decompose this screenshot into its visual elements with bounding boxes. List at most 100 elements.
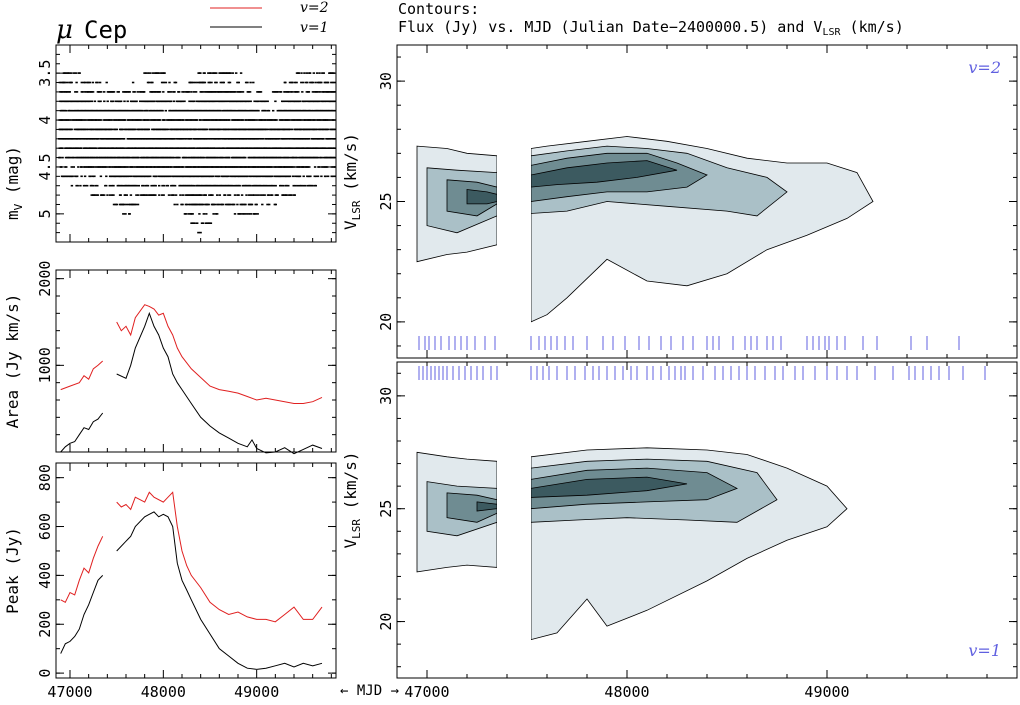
- light-curve-point: [239, 128, 242, 131]
- light-curve-point: [129, 203, 132, 206]
- light-curve-point: [258, 128, 262, 131]
- light-curve-point: [147, 81, 151, 84]
- light-curve-point: [249, 166, 253, 168]
- light-curve-point: [233, 203, 236, 206]
- light-curve-point: [206, 138, 209, 140]
- area-y-tick-label: 2000: [36, 261, 54, 297]
- light-curve-point: [85, 166, 88, 168]
- light-curve-point: [306, 166, 309, 168]
- light-curve-point: [214, 175, 217, 178]
- light-curve-point: [157, 100, 160, 103]
- light-curve-point: [133, 109, 136, 112]
- light-curve-point: [296, 184, 300, 187]
- light-curve-point: [173, 147, 177, 149]
- light-curve-point: [236, 100, 239, 103]
- light-curve-point: [245, 166, 248, 168]
- light-curve-point: [302, 81, 305, 84]
- light-curve-point: [95, 194, 98, 196]
- contour-v1-y-label: VLSR (km/s): [341, 452, 363, 549]
- light-curve-point: [299, 147, 302, 149]
- light-curve-point: [293, 81, 297, 84]
- light-curve-point: [187, 109, 191, 112]
- light-curve-point: [236, 138, 239, 140]
- light-curve-point: [191, 156, 194, 159]
- light-curve-point: [264, 100, 267, 103]
- light-curve-point: [231, 119, 235, 121]
- light-curve-point: [285, 138, 289, 140]
- light-curve-point: [98, 81, 102, 84]
- light-curve-point: [171, 128, 174, 131]
- light-curve-point: [159, 72, 163, 74]
- light-curve-point: [215, 100, 218, 103]
- light-curve-point: [208, 194, 211, 196]
- light-curve-point: [284, 100, 287, 103]
- light-curve-point: [81, 156, 85, 159]
- light-curve-point: [234, 128, 238, 131]
- light-curve-point: [260, 138, 263, 140]
- light-curve-point: [317, 100, 321, 103]
- light-curve-point: [203, 81, 207, 84]
- light-curve-point: [312, 147, 315, 149]
- light-curve-point: [266, 203, 269, 206]
- light-curve-point: [120, 175, 124, 178]
- peak-series-v2: [116, 491, 323, 623]
- light-curve-point: [115, 156, 118, 159]
- light-curve-point: [289, 91, 293, 93]
- light-curve-point: [109, 128, 113, 131]
- light-curve-point: [245, 109, 248, 112]
- light-curve-point: [248, 156, 251, 159]
- light-curve-point: [257, 100, 260, 103]
- light-curve-point: [115, 128, 119, 131]
- light-curve-point: [146, 138, 149, 140]
- light-curve-point: [64, 100, 68, 103]
- light-curve-point: [63, 175, 67, 178]
- light-curve-point: [326, 166, 329, 168]
- light-curve-point: [116, 100, 119, 103]
- light-curve-point: [275, 138, 278, 140]
- contour-v2-panel: 20 25 30 VLSR (km/s) v=2: [341, 44, 1018, 359]
- light-curve-point: [241, 109, 245, 112]
- light-curve-point: [161, 109, 164, 112]
- light-curve-point: [236, 81, 239, 84]
- light-curve-point: [298, 100, 302, 103]
- light-curve-point: [218, 194, 221, 196]
- light-curve-point: [191, 81, 195, 84]
- light-curve-point: [103, 91, 106, 93]
- light-curve-point: [73, 128, 76, 131]
- light-curve-point: [140, 119, 143, 121]
- light-curve-point: [141, 175, 144, 178]
- light-curve-point: [264, 109, 267, 112]
- light-curve-point: [236, 203, 239, 206]
- light-curve-point: [128, 147, 131, 149]
- light-curve-point: [286, 109, 289, 112]
- light-curve-point: [209, 119, 212, 121]
- light-curve-point: [163, 100, 166, 103]
- contour-v1-x-tick-label: 49000: [804, 683, 849, 701]
- light-curve-point: [139, 166, 143, 168]
- light-curve-point: [245, 100, 248, 103]
- light-curve-point: [200, 194, 203, 196]
- light-curve-point: [228, 203, 232, 206]
- light-curve-point: [264, 119, 267, 121]
- light-curve-point: [263, 166, 266, 168]
- light-curve-point: [90, 91, 93, 93]
- light-curve-point: [182, 166, 185, 168]
- area-panel: 1000 2000 Area (Jy km/s): [3, 261, 337, 455]
- light-curve-point: [231, 109, 234, 112]
- light-curve-point: [140, 128, 144, 131]
- light-curve-point: [61, 100, 64, 103]
- light-curve-point: [103, 119, 107, 121]
- light-curve-point: [297, 156, 301, 159]
- light-curve-point: [188, 156, 191, 159]
- light-curve-point: [288, 175, 292, 178]
- light-curve-point: [237, 166, 240, 168]
- contour-v1-contour-level-4-late: [530, 476, 688, 498]
- light-curve-point: [246, 81, 249, 84]
- light-curve-point: [123, 203, 126, 206]
- light-curve-point: [300, 72, 303, 74]
- light-curve-point: [200, 91, 203, 93]
- light-curve-point: [107, 166, 111, 168]
- light-curve-point: [249, 194, 253, 196]
- light-curve-point: [205, 175, 209, 178]
